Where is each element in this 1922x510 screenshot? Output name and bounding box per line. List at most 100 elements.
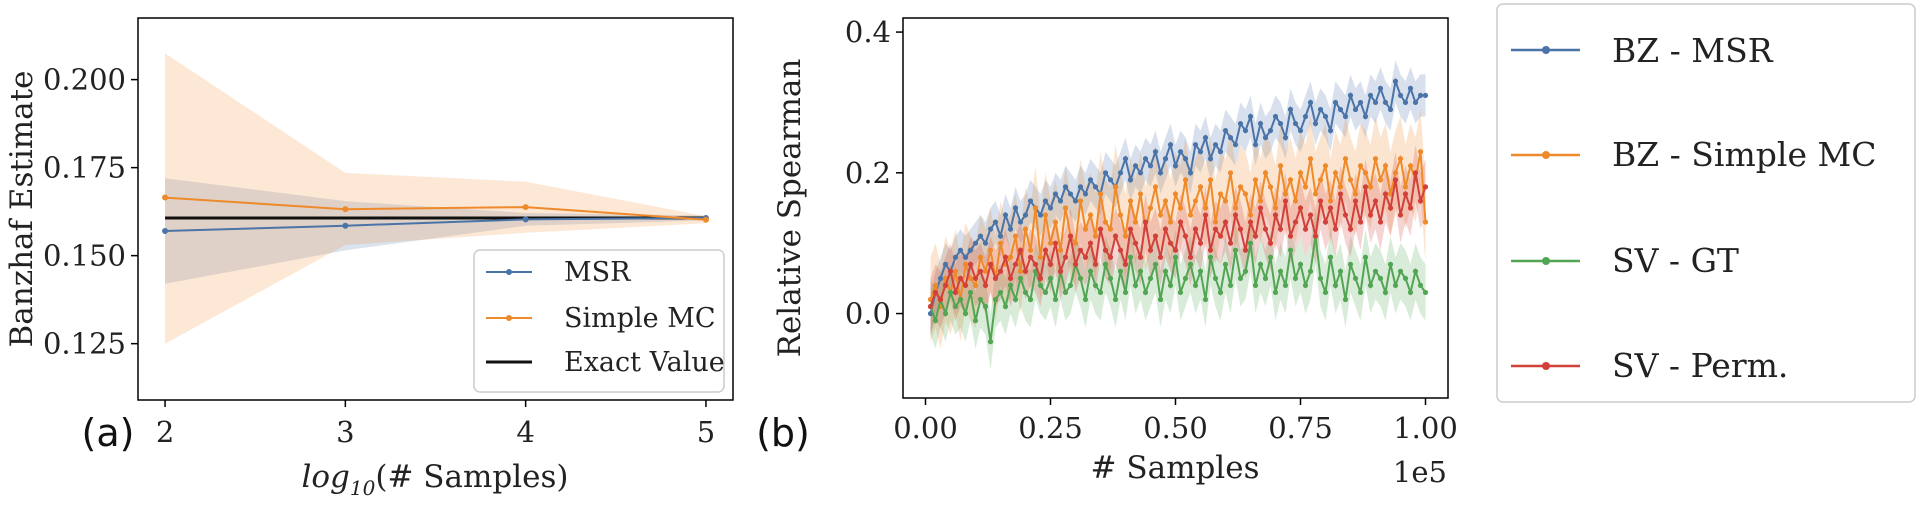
chart-b-series-line-2 — [929, 235, 1427, 342]
chart-b-point-s0 — [1267, 127, 1274, 134]
chart-b-point-s1 — [1322, 163, 1329, 169]
chart-b-point-s1 — [1312, 191, 1319, 197]
chart-b-point-s0 — [1352, 106, 1359, 113]
chart-b-point-s3 — [1227, 240, 1234, 246]
chart-b-point-s3 — [1077, 247, 1084, 253]
chart-b-point-s3 — [1412, 170, 1419, 176]
chart-b-point-s2 — [947, 289, 954, 296]
chart-b-band-1 — [930, 109, 1426, 349]
chart-b-point-s2 — [1362, 254, 1369, 260]
chart-b: 0.00 0.25 0.50 0.75 1.00 0.0 0.2 0.4 Relative … — [756, 15, 1458, 489]
chart-b-point-s2 — [1237, 275, 1244, 281]
chart-b-point-s0 — [967, 247, 974, 253]
chart-b-point-s0 — [1227, 135, 1234, 141]
chart-b-point-s3 — [957, 275, 964, 281]
chart-b-point-s0 — [1087, 177, 1094, 183]
chart-b-point-s2 — [957, 296, 964, 303]
chart-b-point-s2 — [987, 339, 994, 345]
chart-a-ylabel: Banzhaf Estimate — [4, 71, 40, 348]
chart-b-point-s2 — [1392, 282, 1399, 289]
chart-a-series-line-1 — [164, 196, 707, 221]
chart-b-point-s2 — [1092, 282, 1099, 289]
chart-b-point-s1 — [1192, 198, 1199, 204]
chart-b-point-s1 — [1327, 198, 1334, 204]
chart-b-point-s2 — [1022, 289, 1029, 296]
chart-b-point-s1 — [1132, 219, 1139, 225]
legend-b-svperm-label: SV - Perm. — [1612, 346, 1788, 385]
chart-b-point-s1 — [1137, 191, 1144, 197]
chart-b-point-s3 — [1277, 226, 1284, 232]
chart-b-point-s0 — [1117, 170, 1124, 176]
chart-b-offset-text: 1e5 — [1393, 455, 1447, 489]
chart-b-point-s0 — [1022, 212, 1029, 218]
chart-b-point-s2 — [977, 296, 984, 303]
chart-b-point-s0 — [1287, 106, 1294, 113]
chart-b-point-s1 — [1167, 219, 1174, 225]
chart-b-point-s0 — [1347, 92, 1354, 99]
chart-b-point-s1 — [1182, 177, 1189, 183]
chart-b-point-s2 — [1317, 275, 1324, 281]
chart-b-point-s2 — [1027, 296, 1034, 303]
chart-b-point-s0 — [1002, 212, 1009, 218]
chart-b-point-s3 — [1152, 233, 1159, 239]
legend-a-msr-marker — [506, 269, 512, 275]
chart-b-point-s1 — [1272, 205, 1279, 211]
chart-b-point-s3 — [1102, 247, 1109, 253]
chart-b-yticks: 0.0 0.2 0.4 — [845, 15, 903, 331]
chart-b-point-s0 — [1082, 191, 1089, 197]
chart-b-point-s0 — [1072, 198, 1079, 204]
chart-b-point-s0 — [1392, 78, 1399, 84]
chart-b-point-s0 — [937, 275, 944, 281]
chart-b-point-s3 — [1272, 212, 1279, 218]
chart-b-point-s1 — [1217, 191, 1224, 197]
chart-b-point-s1 — [1117, 212, 1124, 218]
chart-b-ylabel: Relative Spearman — [772, 59, 808, 358]
chart-b-point-s1 — [1007, 254, 1014, 260]
chart-b-point-s1 — [1057, 247, 1064, 253]
chart-b-point-s0 — [1312, 120, 1319, 127]
chart-b-point-s1 — [1417, 149, 1424, 155]
chart-b-point-s0 — [987, 226, 994, 232]
chart-b-point-s0 — [1157, 170, 1164, 176]
chart-b-point-s1 — [1292, 198, 1299, 204]
chart-b-point-s0 — [1222, 127, 1229, 134]
chart-b-point-s0 — [1262, 135, 1269, 141]
chart-b-point-s3 — [1062, 254, 1069, 260]
chart-b-point-s3 — [1112, 233, 1119, 239]
chart-b-point-s2 — [1337, 268, 1344, 274]
chart-b-point-s1 — [1392, 170, 1399, 176]
chart-b-point-s2 — [1262, 275, 1269, 281]
chart-b-point-s0 — [1322, 113, 1329, 120]
chart-b-point-s2 — [1367, 282, 1374, 289]
chart-b-point-s1 — [1252, 177, 1259, 183]
chart-b-point-s2 — [1267, 254, 1274, 260]
chart-b-point-s2 — [1077, 275, 1084, 281]
chart-a-legend: MSR Simple MC Exact Value — [473, 249, 725, 393]
chart-b-point-s1 — [1357, 163, 1364, 169]
chart-b-point-s2 — [1107, 275, 1114, 281]
chart-b-point-s0 — [1042, 198, 1049, 204]
chart-b-ytick-label: 0.4 — [845, 15, 891, 49]
chart-b-point-s0 — [957, 247, 964, 253]
chart-b-point-s2 — [1397, 268, 1404, 274]
chart-b-xticks: 0.00 0.25 0.50 0.75 1.00 — [893, 398, 1458, 445]
chart-b-point-s3 — [1362, 184, 1369, 190]
chart-b-point-s1 — [1267, 184, 1274, 190]
chart-b-point-s2 — [1352, 275, 1359, 281]
chart-b-point-s1 — [1282, 191, 1289, 197]
chart-b-point-s2 — [1372, 268, 1379, 274]
chart-a-axes-frame — [137, 17, 734, 401]
chart-b-point-s2 — [1187, 261, 1194, 267]
chart-b-point-s3 — [1057, 268, 1064, 274]
chart-b-point-s0 — [1037, 212, 1044, 218]
chart-a-xlabel-suffix: (# Samples) — [375, 459, 568, 495]
chart-b-point-s0 — [1187, 170, 1194, 176]
chart-b-point-s2 — [1422, 289, 1429, 296]
chart-b-point-s2 — [1062, 289, 1069, 296]
chart-b-point-s0 — [1367, 92, 1374, 99]
chart-b-point-s0 — [1232, 142, 1239, 148]
chart-b-point-s3 — [1027, 254, 1034, 260]
chart-b-point-s2 — [967, 289, 974, 296]
chart-b-series-line-0 — [929, 77, 1426, 314]
chart-b-point-s3 — [1312, 233, 1319, 239]
